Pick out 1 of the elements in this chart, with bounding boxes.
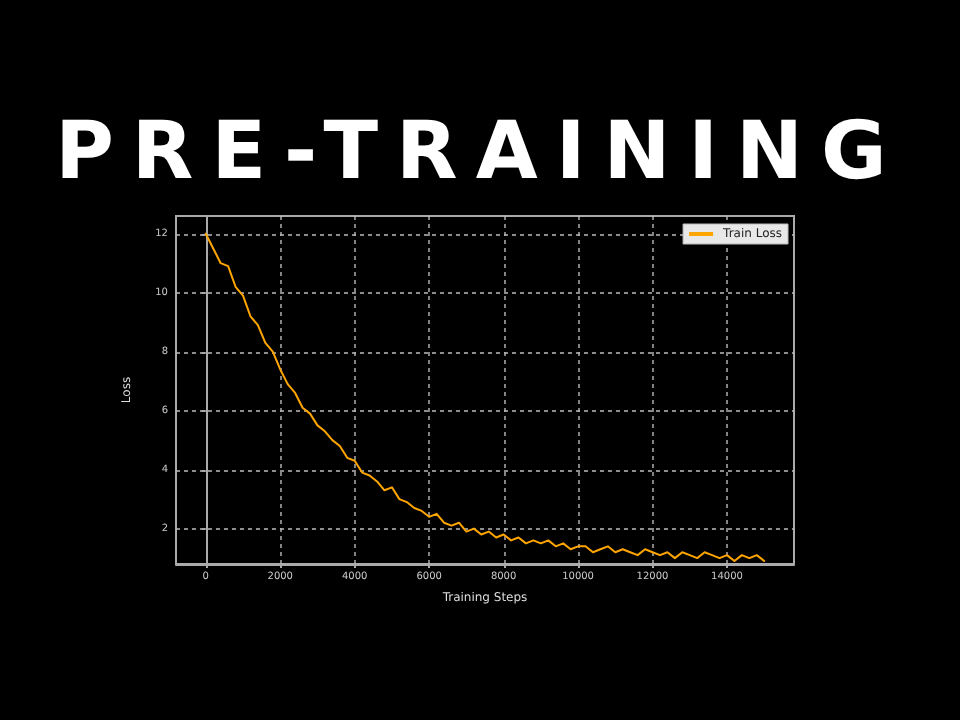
chart-title: PRE-TRAINING — [53, 104, 907, 200]
